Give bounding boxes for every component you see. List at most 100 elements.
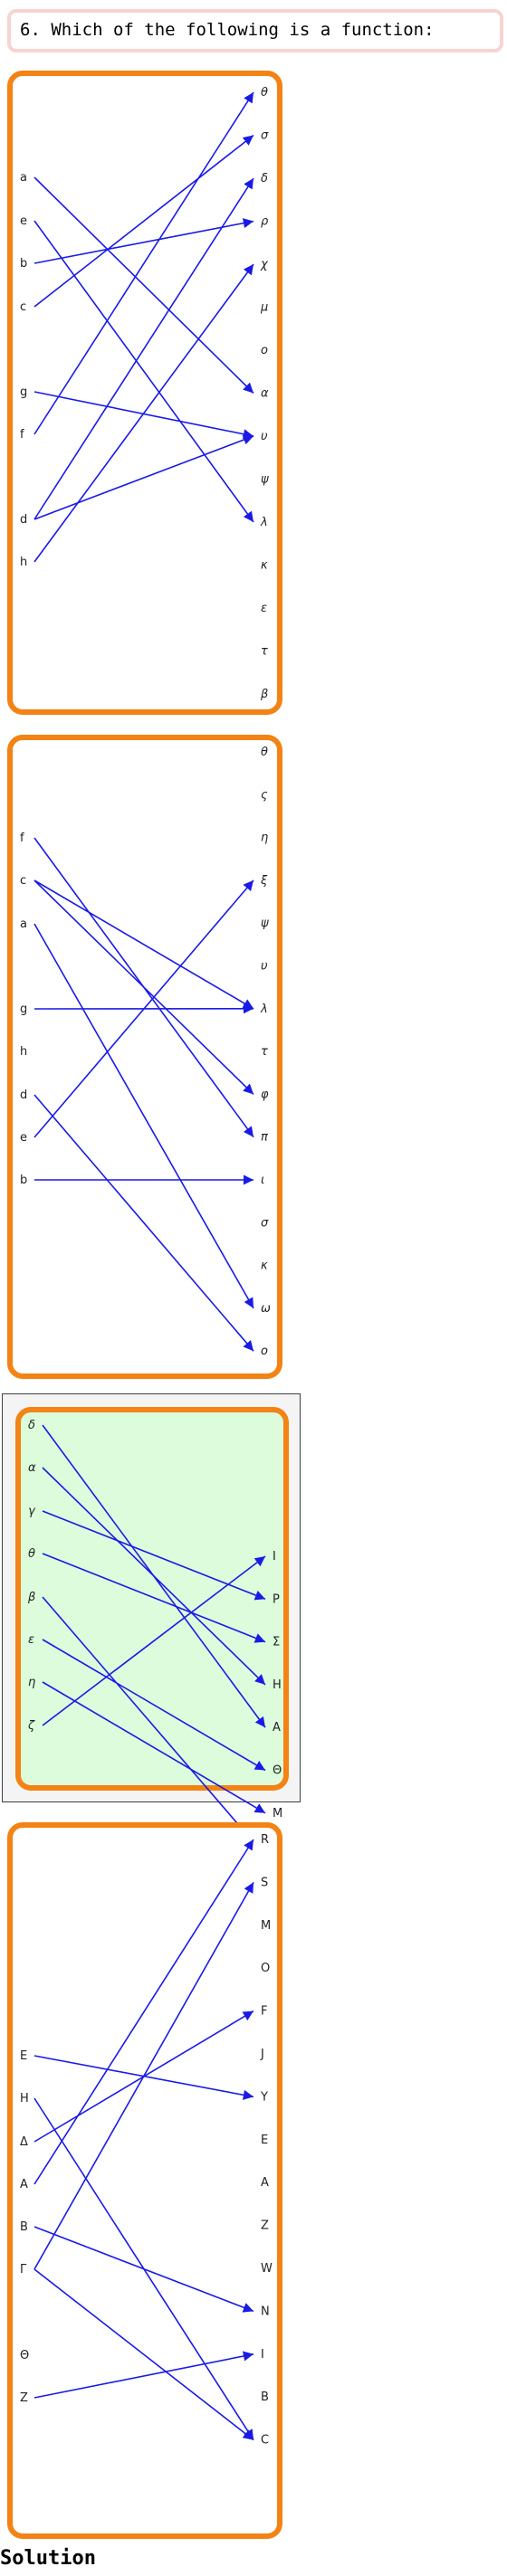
- domain-label: Θ: [20, 2349, 29, 2362]
- codomain-label: θ: [261, 86, 268, 100]
- codomain-label: σ: [261, 1216, 269, 1230]
- domain-label: E: [20, 2049, 27, 2063]
- domain-label: h: [20, 1045, 27, 1059]
- codomain-label: α: [261, 387, 269, 401]
- codomain-label: O: [261, 1962, 270, 1975]
- option-border: [7, 1822, 282, 2539]
- mapping-arrow: [33, 177, 254, 520]
- domain-label: ζ: [27, 1719, 35, 1733]
- domain-label: g: [20, 1003, 27, 1016]
- domain-label: c: [20, 874, 26, 888]
- domain-label: B: [20, 2220, 28, 2234]
- codomain-label: ρ: [261, 215, 269, 229]
- domain-label: η: [28, 1676, 35, 1689]
- codomain-label: N: [261, 2305, 270, 2318]
- codomain-label: υ: [261, 960, 268, 974]
- codomain-label: ψ: [261, 917, 269, 930]
- domain-label: b: [20, 1174, 27, 1187]
- mapping-arrow: [33, 91, 254, 435]
- codomain-label: C: [261, 2434, 269, 2448]
- domain-label: β: [27, 1591, 35, 1604]
- domain-label: d: [20, 513, 27, 527]
- codomain-label: H: [273, 1678, 282, 1692]
- mapping-arrow: [42, 1596, 266, 1857]
- mapping-arrow: [33, 1094, 254, 1352]
- codomain-label: ο: [261, 1345, 268, 1358]
- codomain-label: η: [261, 832, 268, 845]
- domain-label: γ: [28, 1505, 36, 1518]
- domain-label: Z: [20, 2391, 28, 2405]
- option-border: [7, 71, 282, 715]
- domain-label: d: [20, 1088, 27, 1102]
- mapping-arrow: [33, 1839, 254, 2185]
- mapping-arrow: [33, 134, 254, 308]
- codomain-label: P: [273, 1592, 280, 1606]
- question-text: 6. Which of the following is a function:: [7, 9, 503, 52]
- codomain-label: λ: [260, 1003, 268, 1016]
- codomain-label: ε: [261, 602, 267, 615]
- codomain-label: υ: [261, 430, 268, 443]
- mapping-arrow: [33, 263, 254, 563]
- mapping-arrow: [33, 434, 254, 520]
- codomain-label: Σ: [273, 1636, 280, 1649]
- mapping-arrow: [33, 923, 254, 1309]
- codomain-label: σ: [261, 129, 269, 143]
- codomain-label: I: [261, 2348, 264, 2362]
- codomain-label: β: [260, 688, 268, 701]
- codomain-label: π: [261, 1131, 268, 1145]
- codomain-label: R: [261, 1833, 269, 1847]
- codomain-label: A: [261, 2176, 269, 2190]
- mapping-arrow: [33, 1882, 254, 2270]
- mapping-diagram: δαγθβεηζIPΣHAΘMΩ: [15, 1407, 289, 1863]
- mapping-arrow: [33, 2226, 254, 2313]
- option-c-panel[interactable]: δαγθβεηζIPΣHAΘMΩ: [2, 1393, 301, 1863]
- option-a-panel[interactable]: a e b c g f d h θ σ δ ρ χ μ ο α υ ψ λ κ ε τ β: [7, 71, 282, 715]
- codomain-label: ι: [261, 1174, 264, 1187]
- codomain-label: ς: [261, 788, 268, 802]
- codomain-label: δ: [261, 172, 268, 185]
- mapping-diagram: f c a g h d e b θ ς η ξ ψ υ λ τ φ π ι σ κ ω ο: [7, 735, 282, 1379]
- domain-label: Γ: [20, 2263, 27, 2277]
- codomain-label: κ: [261, 559, 268, 573]
- codomain-label: θ: [261, 746, 268, 759]
- codomain-label: ω: [261, 1302, 271, 1316]
- codomain-label: λ: [260, 516, 268, 529]
- codomain-label: B: [261, 2391, 269, 2404]
- option-border: [7, 735, 282, 1379]
- mapping-arrow: [33, 218, 254, 264]
- domain-label: e: [20, 214, 27, 228]
- codomain-label: M: [273, 1807, 282, 1820]
- codomain-label: F: [261, 2005, 267, 2019]
- mapping-arrow: [33, 2268, 254, 2441]
- codomain-label: A: [273, 1721, 281, 1735]
- codomain-label: I: [273, 1550, 276, 1564]
- domain-label: θ: [28, 1547, 35, 1561]
- solution-label: Solution: [0, 2547, 96, 2570]
- codomain-label: Y: [260, 2090, 268, 2104]
- domain-label: a: [20, 171, 27, 185]
- mapping-arrow: [42, 1681, 266, 1814]
- codomain-label: S: [261, 1876, 268, 1889]
- codomain-label: κ: [261, 1259, 268, 1273]
- codomain-label: τ: [261, 1045, 268, 1059]
- codomain-label: E: [261, 2134, 268, 2147]
- codomain-label: χ: [260, 258, 269, 271]
- domain-label: ε: [28, 1633, 34, 1647]
- codomain-label: ο: [261, 344, 268, 357]
- option-b-panel[interactable]: f c a g h d e b θ ς η ξ ψ υ λ τ φ π ι σ κ ω ο: [7, 735, 282, 1379]
- domain-label: h: [20, 556, 27, 569]
- domain-label: f: [20, 832, 24, 845]
- mapping-arrow: [33, 2351, 254, 2399]
- codomain-label: J: [260, 2048, 264, 2061]
- domain-label: A: [20, 2178, 28, 2191]
- domain-label: f: [20, 428, 24, 442]
- domain-label: H: [20, 2092, 29, 2105]
- domain-label: g: [20, 385, 27, 399]
- domain-label: c: [20, 300, 26, 314]
- codomain-label: W: [261, 2262, 273, 2276]
- domain-label: α: [28, 1461, 36, 1475]
- mapping-arrow: [33, 220, 254, 523]
- domain-label: b: [20, 257, 27, 271]
- option-d-panel[interactable]: E H Δ A B Γ Θ Z R S M O F J Y E A Z W N I B C: [7, 1822, 282, 2539]
- codomain-label: μ: [260, 301, 268, 315]
